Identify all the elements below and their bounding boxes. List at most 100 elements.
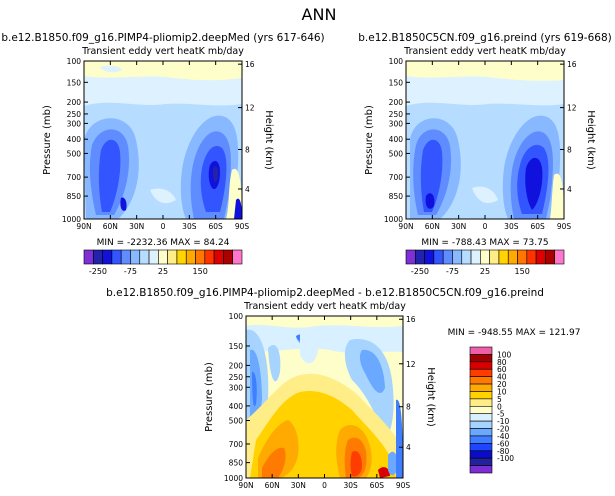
colorbar-swatch — [489, 249, 500, 265]
y-tick-label: 400 — [229, 402, 244, 411]
colorbar-label: 150 — [515, 267, 530, 276]
y-tick-label: 500 — [389, 149, 404, 158]
colorbar-label: 100 — [497, 350, 512, 359]
panel-2-stats: MIN = -788.43 MAX = 73.75 — [421, 238, 548, 248]
x-tick-label: 90N — [76, 222, 91, 231]
x-tick-label: 30N — [129, 222, 144, 231]
panel-1: b.e12.B1850.f09_g16.PIMP4-pliomip2.deepM… — [1, 32, 324, 248]
colorbar-swatch — [120, 249, 131, 265]
panel-3-stats: MIN = -948.55 MAX = 121.97 — [448, 328, 581, 338]
y-tick-label: 250 — [389, 110, 404, 119]
p3-right-blue-2 — [359, 349, 385, 393]
colorbar-swatch — [232, 249, 243, 265]
panel-2-y2label: Height (km) — [585, 110, 596, 170]
colorbar-swatch — [185, 249, 196, 265]
y-tick-label: 300 — [389, 119, 404, 128]
colorbar-swatch — [204, 249, 215, 265]
y-tick-label: 300 — [67, 119, 82, 128]
colorbar-swatch — [469, 346, 493, 355]
x-tick-label: 90S — [235, 222, 250, 231]
p2-light-spot — [472, 186, 498, 204]
y-tick-label: 850 — [67, 192, 82, 201]
x-tick-label: 60S — [209, 222, 224, 231]
y-tick-label: 200 — [229, 361, 244, 370]
p1-right-core-2 — [213, 166, 219, 182]
y-tick-label: 400 — [389, 135, 404, 144]
y-tick-label: 150 — [389, 78, 404, 87]
x-tick-label: 30S — [182, 222, 197, 231]
colorbar-label: 25 — [480, 267, 490, 276]
p3-right-blue-1 — [344, 339, 394, 440]
colorbar-swatch — [507, 249, 518, 265]
panel-3-field — [246, 316, 403, 478]
p2-edge-cream — [550, 173, 564, 219]
colorbar-swatch — [469, 465, 493, 474]
colorbar-swatch — [433, 249, 444, 265]
x-tick-label: 60N — [265, 481, 280, 490]
y-tick-label: 500 — [229, 416, 244, 425]
y-tick-label: 400 — [67, 135, 82, 144]
colorbar-panel-2: -250 -75 25 150 — [405, 249, 565, 276]
y-tick-label: 1000 — [384, 215, 403, 224]
panel-2-field — [406, 61, 564, 219]
y2-tick-label: 12 — [567, 104, 577, 113]
y2-tick-label: 16 — [406, 315, 416, 324]
x-tick-label: 30S — [504, 222, 519, 231]
colorbar-swatch — [469, 361, 493, 370]
p3-edge-deep — [396, 399, 403, 478]
colorbar-label: -80 — [497, 447, 509, 456]
colorbar-label: -20 — [497, 425, 509, 434]
p3-top-cream — [246, 316, 403, 328]
colorbar-label: 40 — [497, 373, 507, 382]
y-tick-label: 150 — [67, 78, 82, 87]
p3-midleft-blue — [268, 345, 281, 382]
panel-1-stats: MIN = -2232.36 MAX = 84.24 — [97, 238, 230, 248]
colorbar-swatch — [102, 249, 113, 265]
y-tick-label: 1000 — [62, 215, 81, 224]
colorbar-swatch — [442, 249, 453, 265]
colorbar-swatch — [111, 249, 122, 265]
p3-orange-left-core — [262, 447, 286, 478]
colorbar-swatch — [469, 354, 493, 363]
colorbar-label: 25 — [158, 267, 168, 276]
colorbar-swatch — [424, 249, 435, 265]
panel-3: b.e12.B1850.f09_g16.PIMP4-pliomip2.deepM… — [106, 287, 580, 490]
x-tick-label: 30S — [344, 481, 359, 490]
y2-tick-label: 8 — [567, 145, 572, 154]
panel-1-ylabel: Pressure (mb) — [42, 105, 53, 175]
p3-red-spot — [350, 450, 362, 477]
y2-tick-label: 8 — [406, 403, 411, 412]
y-tick-label: 100 — [67, 57, 82, 66]
colorbar-swatch — [452, 249, 463, 265]
colorbar-swatch — [167, 249, 178, 265]
p2-band-cream — [406, 61, 564, 81]
colorbar-swatch — [470, 249, 481, 265]
y2-tick-label: 16 — [567, 60, 577, 69]
panel-3-ylabel: Pressure (mb) — [204, 362, 215, 432]
colorbar-swatch — [469, 428, 493, 437]
x-tick-label: 0 — [483, 222, 488, 231]
colorbar-swatch — [414, 249, 425, 265]
colorbar-swatch — [139, 249, 150, 265]
p3-edge-blue — [388, 451, 398, 476]
colorbar-label: -75 — [124, 267, 137, 276]
colorbar-swatch — [405, 249, 416, 265]
p2-left-lobe-3 — [420, 139, 443, 212]
colorbar-swatch — [469, 457, 493, 466]
colorbar-swatch — [469, 450, 493, 459]
p2-left-core — [425, 193, 435, 209]
y2-tick-label: 4 — [567, 185, 572, 194]
y-tick-label: 850 — [229, 459, 244, 468]
p1-left-core — [120, 197, 127, 211]
colorbar-swatch — [469, 368, 493, 377]
x-tick-label: 30N — [451, 222, 466, 231]
colorbar-label: -5 — [497, 410, 505, 419]
p3-darkred-spot — [378, 467, 390, 478]
colorbar-swatch — [480, 249, 490, 265]
colorbar-swatch — [176, 249, 187, 265]
y2-tick-label: 12 — [245, 104, 255, 113]
y-tick-label: 250 — [67, 110, 82, 119]
panel-1-y2label: Height (km) — [263, 110, 274, 170]
